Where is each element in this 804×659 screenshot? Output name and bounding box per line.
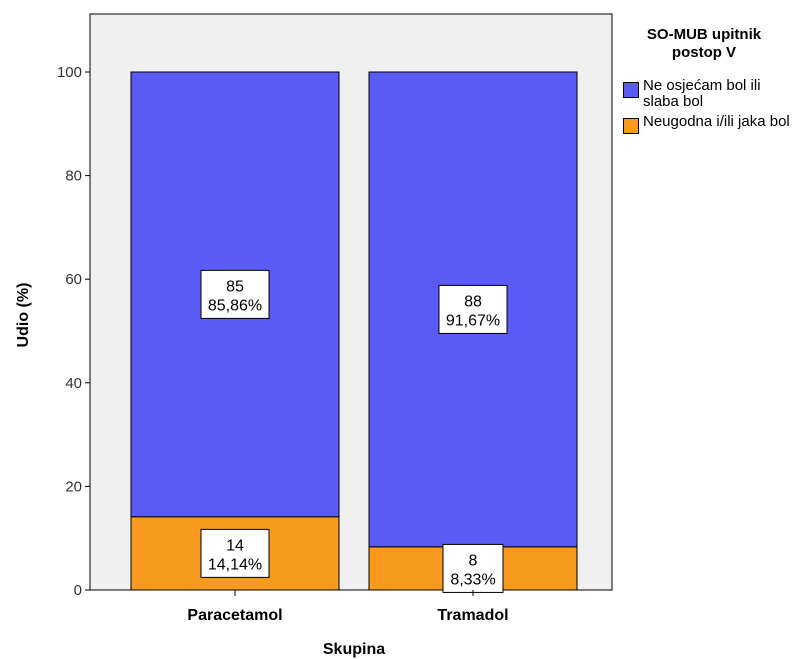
data-label-count: 85 xyxy=(226,278,244,295)
data-label-box xyxy=(442,543,504,593)
data-label-percent: 8,33% xyxy=(450,571,495,588)
legend-label: Ne osjećam bol ili slaba bol xyxy=(643,77,761,110)
y-axis: 0 20 40 60 80 100 xyxy=(57,64,90,599)
legend-item-severe-pain: Neugodna i/ili jaka bol xyxy=(620,114,804,134)
legend-label: Neugodna i/ili jaka bol xyxy=(643,113,790,130)
data-label-percent: 14,14% xyxy=(208,556,262,573)
legend-title: SO-MUB upitnik postop V xyxy=(620,26,788,62)
x-category-label: Tramadol xyxy=(437,607,508,624)
y-axis-title: Udio (%) xyxy=(15,283,32,348)
y-tick-label: 0 xyxy=(74,582,82,599)
x-axis-title: Skupina xyxy=(323,641,385,658)
data-labels: 14 14,14% 85 85,86% 8 8,33% 88 91,67% xyxy=(200,269,508,593)
y-tick-label: 100 xyxy=(57,64,82,81)
bar-data-label: 85 85,86% xyxy=(200,269,270,319)
legend: SO-MUB upitnik postop V Ne osjećam bol i… xyxy=(620,26,804,138)
data-label-box xyxy=(200,528,270,578)
legend-item-no-or-mild-pain: Ne osjećam bol ili slaba bol xyxy=(620,78,804,110)
bar-data-label: 14 14,14% xyxy=(200,528,270,578)
data-label-percent: 85,86% xyxy=(208,297,262,314)
bar-data-label: 88 91,67% xyxy=(438,284,508,334)
x-axis: Paracetamol Tramadol xyxy=(187,590,509,624)
data-label-box xyxy=(200,269,270,319)
y-tick-label: 20 xyxy=(65,478,82,495)
data-label-count: 88 xyxy=(464,293,482,310)
data-label-count: 8 xyxy=(469,552,478,569)
legend-title-line2: postop V xyxy=(671,44,737,61)
legend-title-line1: SO-MUB upitnik xyxy=(646,26,762,43)
y-tick-label: 80 xyxy=(65,168,82,185)
data-label-box xyxy=(438,284,508,334)
x-category-label: Paracetamol xyxy=(187,607,282,624)
data-label-count: 14 xyxy=(226,537,244,554)
y-tick-label: 60 xyxy=(65,271,82,288)
legend-swatch-orange xyxy=(623,118,639,134)
y-tick-label: 40 xyxy=(65,375,82,392)
bar-data-label: 8 8,33% xyxy=(442,543,504,593)
legend-swatch-blue xyxy=(623,82,639,98)
data-label-percent: 91,67% xyxy=(446,312,500,329)
